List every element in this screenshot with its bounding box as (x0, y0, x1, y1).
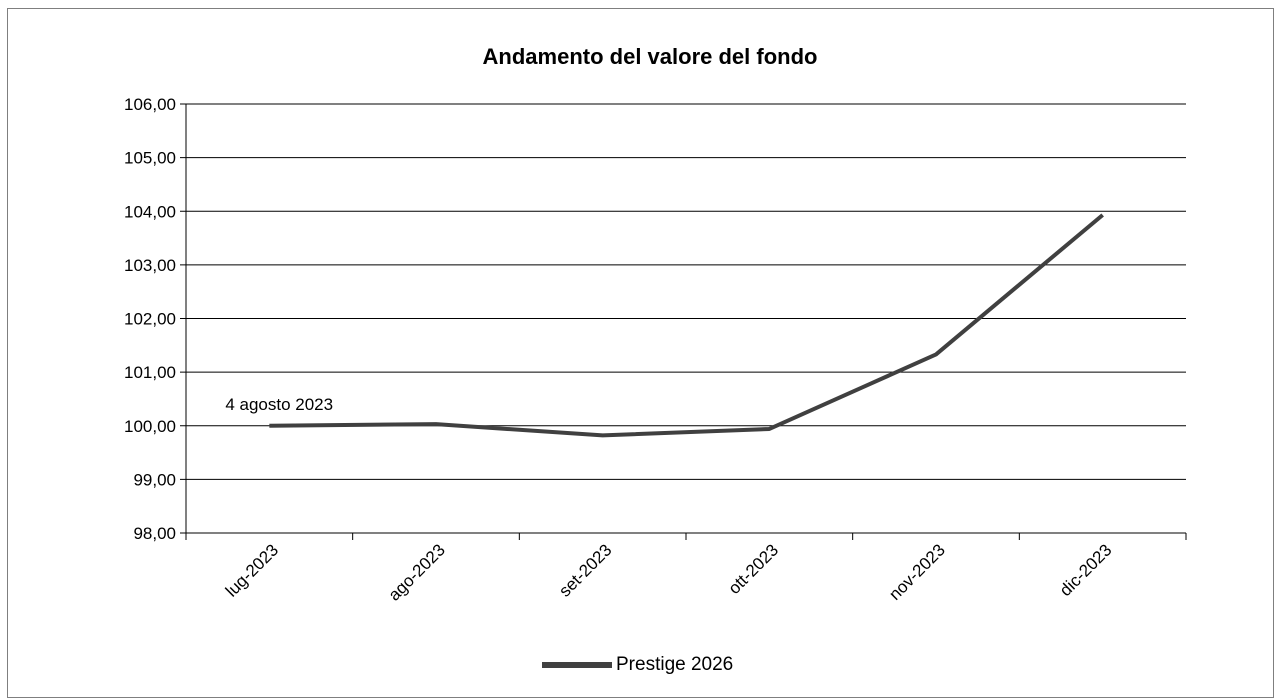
chart-title: Andamento del valore del fondo (482, 44, 818, 69)
y-tick-label: 102,00 (124, 310, 176, 329)
y-tick-label: 99,00 (133, 470, 176, 489)
legend-swatch (542, 662, 612, 668)
y-tick-labels: 98,00 99,00 100,00 101,00 102,00 103,00 104,00… (124, 95, 176, 543)
gridlines (186, 103, 1186, 534)
annotations: 4 agosto 2023 (225, 395, 333, 414)
chart-frame (7, 8, 1274, 698)
x-tick-label: lug-2023 (222, 540, 282, 600)
y-tick-label: 101,00 (124, 363, 176, 382)
y-tick-label: 106,00 (124, 95, 176, 114)
y-tick-label: 100,00 (124, 417, 176, 436)
x-tick-label: ago-2023 (385, 540, 449, 604)
x-tick-label: dic-2023 (1056, 540, 1116, 600)
x-tick-label: nov-2023 (885, 540, 949, 604)
y-tick-label: 105,00 (124, 149, 176, 168)
axes (180, 103, 1187, 540)
y-tick-label: 103,00 (124, 256, 176, 275)
x-tick-label: set-2023 (555, 540, 615, 600)
x-tick-label: ott-2023 (725, 540, 783, 598)
y-tick-label: 104,00 (124, 202, 176, 221)
legend-label: Prestige 2026 (616, 654, 734, 675)
x-tick-labels: lug-2023 ago-2023 set-2023 ott-2023 nov-2023… (222, 540, 1116, 604)
annotation-label: 4 agosto 2023 (225, 395, 333, 414)
series-lines (269, 213, 1104, 438)
legend: Prestige 2026 (542, 654, 733, 676)
y-tick-label: 98,00 (133, 524, 176, 543)
series-line (269, 213, 1104, 438)
